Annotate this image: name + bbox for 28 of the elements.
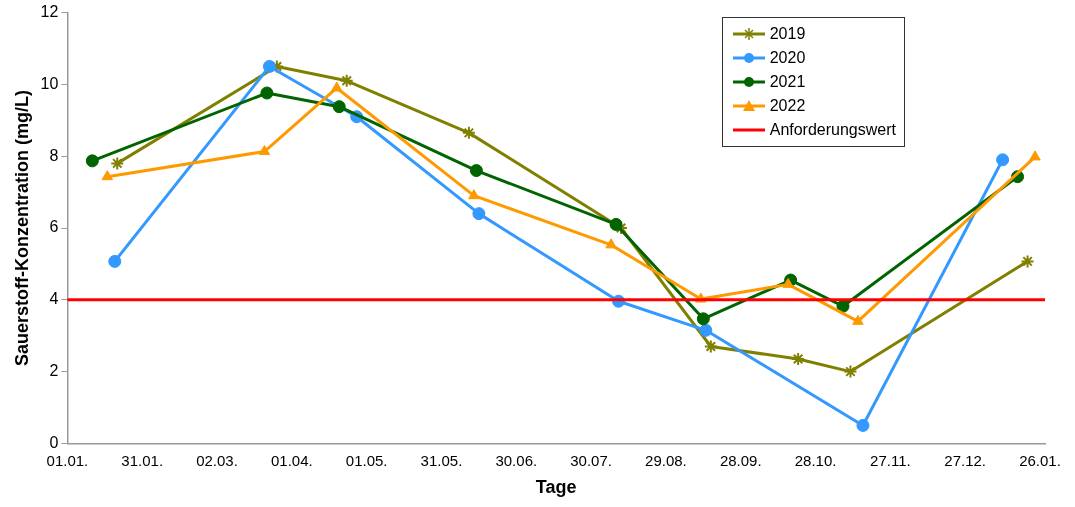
- x-tick-label: 01.01.: [46, 451, 89, 469]
- x-tick-label: 29.08.: [645, 451, 687, 469]
- legend-label: 2021: [769, 72, 806, 91]
- x-tick-label: 01.05.: [345, 451, 388, 469]
- x-tick-label: 31.01.: [121, 451, 164, 469]
- x-tick-label: 27.12.: [944, 451, 987, 469]
- x-axis-title: Tage: [535, 477, 577, 498]
- x-tick-label: 01.04.: [270, 451, 313, 469]
- x-tick-label: 02.03.: [196, 451, 238, 469]
- x-tick-label: 27.11.: [870, 451, 911, 469]
- legend-label: 2020: [769, 48, 806, 67]
- legend-label: 2022: [769, 96, 806, 115]
- y-axis-title: Sauerstoff-Konzentration (mg/L): [11, 90, 32, 366]
- y-tick-label: 12: [40, 3, 59, 21]
- x-tick-label: 26.01.: [1019, 451, 1061, 469]
- x-tick-label: 28.09.: [719, 451, 762, 469]
- legend-label: 2019: [769, 24, 806, 43]
- y-tick-label: 10: [40, 74, 59, 92]
- y-tick-label: 6: [49, 218, 59, 236]
- y-tick-label: 0: [49, 433, 59, 451]
- y-tick-label: 2: [49, 362, 59, 380]
- y-tick-label: 4: [49, 290, 59, 308]
- legend-label: Anforderungswert: [769, 120, 896, 139]
- x-tick-label: 30.06.: [495, 451, 538, 469]
- y-tick-label: 8: [49, 146, 59, 164]
- x-tick-label: 28.10.: [794, 451, 837, 469]
- x-tick-label: 30.07.: [570, 451, 612, 469]
- x-tick-label: 31.05.: [420, 451, 463, 469]
